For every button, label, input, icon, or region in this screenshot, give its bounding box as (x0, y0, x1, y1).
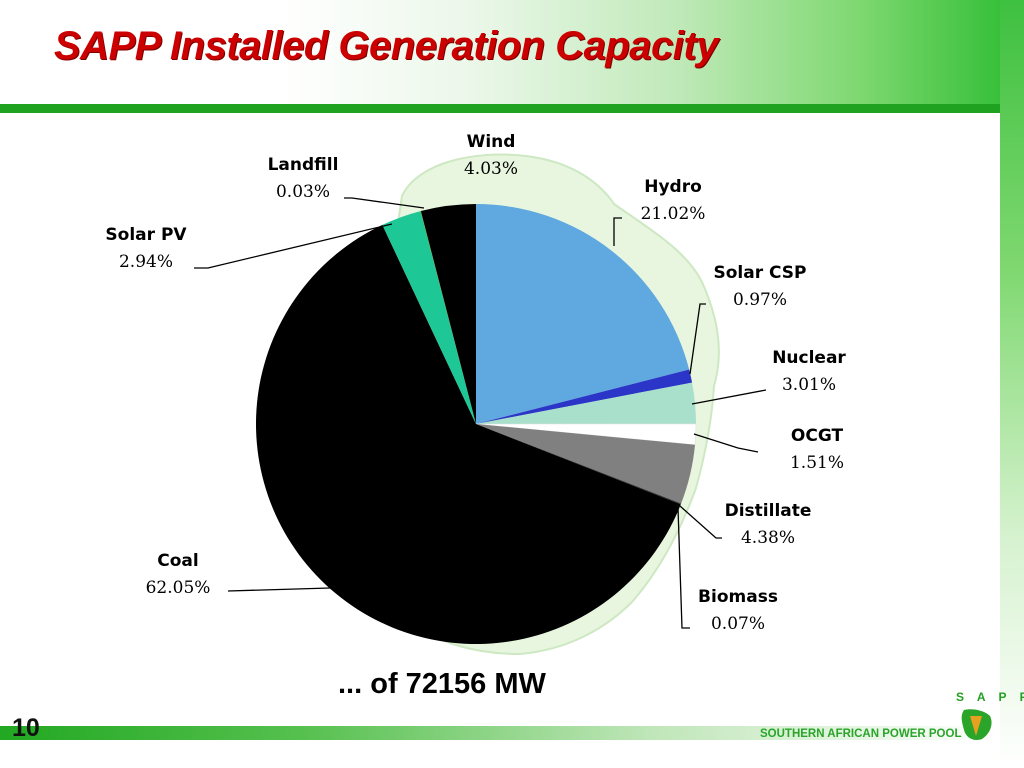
pie-slice-solar-csp (476, 369, 693, 424)
slice-label-solar-csp: Solar CSP 0.97% (713, 260, 806, 314)
slice-label-name: OCGT (790, 426, 844, 446)
leader-line-nuclear (691, 389, 767, 405)
pie-slice-solar-pv (382, 211, 476, 424)
slice-label-ocgt: OCGT 1.51% (790, 423, 844, 477)
slice-label-wind: Wind 4.03% (464, 129, 518, 183)
slice-label-name: Distillate (724, 501, 812, 521)
leader-line-biomass (677, 507, 690, 629)
slice-label-percent: 4.38% (740, 528, 796, 548)
slice-label-coal: Coal 62.05% (146, 548, 211, 602)
footer-org-name: SOUTHERN AFRICAN POWER POOL (760, 728, 962, 740)
pie-slice-distillate (476, 424, 696, 504)
slice-label-name: Hydro (644, 177, 702, 197)
slice-label-distillate: Distillate 4.38% (725, 498, 812, 552)
slice-label-percent: 4.03% (463, 159, 519, 179)
slice-label-nuclear: Nuclear 3.01% (772, 345, 846, 399)
pie-slice-nuclear (476, 382, 696, 424)
pie-slice-hydro (476, 204, 690, 424)
sapp-logo-text: S A P P (956, 690, 1024, 704)
slice-label-name: Biomass (698, 587, 778, 607)
slice-label-percent: 62.05% (145, 578, 211, 598)
header-band (0, 0, 1000, 104)
slice-label-name: Solar PV (105, 225, 187, 245)
slice-label-percent: 2.94% (118, 252, 174, 272)
leader-line-solar-csp (689, 303, 706, 375)
slice-label-landfill: Landfill 0.03% (268, 152, 339, 206)
slice-label-percent: 0.97% (732, 290, 787, 310)
leader-line-distillate (679, 505, 722, 539)
leader-line-hydro (613, 217, 622, 246)
slice-label-hydro: Hydro 21.02% (641, 174, 706, 228)
footer-band (0, 726, 1000, 740)
slice-label-name: Wind (466, 132, 516, 152)
slice-label-name: Coal (157, 551, 199, 571)
leader-line-coal (227, 587, 331, 592)
slice-label-solar-pv: Solar PV 2.94% (105, 222, 186, 276)
right-edge-band (1000, 0, 1024, 768)
pie-slice-coal (256, 224, 681, 644)
slice-label-name: Nuclear (772, 348, 846, 368)
sapp-logo-icon (961, 709, 992, 740)
slice-label-name: Solar CSP (713, 263, 807, 283)
slice-label-percent: 0.07% (710, 614, 766, 634)
slice-label-percent: 21.02% (640, 204, 706, 224)
total-capacity-label: ... of 72156 MW (338, 668, 546, 700)
leader-line-landfill (344, 197, 425, 209)
slide-title: SAPP Installed Generation Capacity (54, 24, 718, 68)
header-rule (0, 104, 1000, 113)
leader-lines (194, 197, 767, 629)
slice-label-percent: 1.51% (789, 453, 845, 473)
pie-slice-landfill (420, 211, 476, 424)
slice-label-name: Landfill (267, 155, 339, 175)
slice-label-percent: 0.03% (275, 182, 330, 202)
page-number: 10 (12, 714, 40, 742)
pie-slices (256, 204, 697, 644)
slice-label-biomass: Biomass 0.07% (698, 584, 778, 638)
pie-chart (194, 153, 767, 656)
leader-line-ocgt (693, 433, 759, 453)
leader-line-solar-pv (194, 223, 393, 269)
slice-label-percent: 3.01% (781, 375, 836, 395)
pie-slice-biomass (476, 424, 682, 505)
pie-slice-wind (420, 204, 476, 424)
